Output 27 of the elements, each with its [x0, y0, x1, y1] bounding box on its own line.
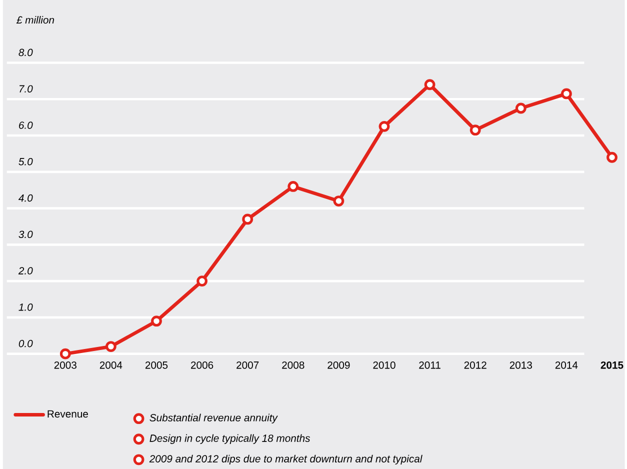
text: Substantial revenue annuity	[150, 414, 278, 424]
x-tick-label: 2011	[419, 361, 440, 369]
x-tick-label: 2015	[600, 361, 624, 369]
x-tick-label: 2009	[328, 361, 350, 369]
x-tick-label: 2005	[145, 361, 168, 369]
x-tick-label: 2004	[100, 361, 122, 369]
y-axis-title: £ million	[16, 16, 54, 24]
y-tick-label: 5.0	[18, 158, 33, 166]
y-tick-label: 3.0	[18, 230, 33, 238]
y-tick-label: 6.0	[19, 121, 33, 129]
y-tick-label: 2.0	[18, 266, 33, 274]
legend-label: Revenue	[48, 410, 88, 418]
y-tick-label: 7.0	[20, 85, 33, 92]
x-tick-label: 2013	[510, 361, 532, 369]
y-tick-label: 4.0	[18, 194, 33, 202]
text: Design in cycle typically 18 months	[150, 434, 310, 444]
x-tick-label: 2012	[464, 361, 486, 369]
x-tick-label: 2007	[236, 361, 259, 369]
x-tick-label: 2010	[373, 361, 396, 369]
x-tick-label: 2006	[191, 361, 214, 369]
text: 2009 and 2012 dips due to market downturn and not typical	[149, 454, 422, 464]
y-tick-label: 8.0	[18, 48, 33, 56]
x-tick-label: 2014	[555, 361, 578, 369]
x-tick-label: 2008	[282, 361, 304, 369]
x-tick-label: 2003	[54, 361, 76, 369]
y-tick-label: 0.0	[18, 340, 33, 348]
y-tick-label: 1.0	[18, 303, 33, 311]
